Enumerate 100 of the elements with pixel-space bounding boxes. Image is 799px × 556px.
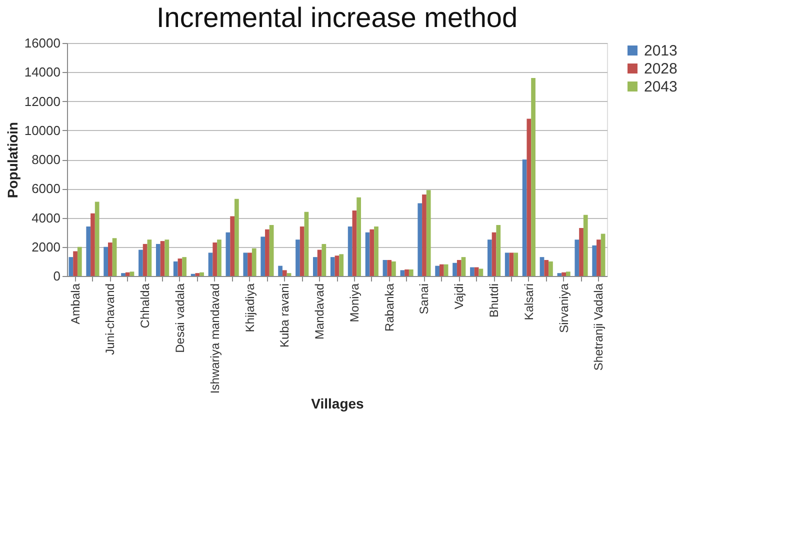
bar bbox=[548, 261, 553, 276]
bar bbox=[94, 202, 100, 276]
bar bbox=[440, 264, 444, 276]
bar bbox=[300, 226, 304, 276]
bar bbox=[365, 232, 370, 276]
y-tick-label: 2000 bbox=[32, 239, 60, 254]
bar bbox=[77, 246, 82, 276]
y-tick-label: 14000 bbox=[24, 64, 60, 80]
x-tick-label: Vajdi bbox=[452, 284, 466, 310]
bar bbox=[522, 160, 527, 276]
bar bbox=[156, 244, 160, 276]
bar bbox=[68, 257, 74, 276]
bar bbox=[217, 240, 222, 276]
bar bbox=[356, 197, 361, 276]
x-tick-label: Shetranji Vadala bbox=[592, 283, 606, 371]
bar bbox=[374, 226, 378, 276]
bar bbox=[160, 241, 165, 276]
bar bbox=[435, 266, 440, 276]
bar bbox=[234, 198, 239, 276]
bar bbox=[130, 272, 134, 276]
bar bbox=[583, 214, 588, 276]
bar bbox=[596, 240, 601, 276]
bar bbox=[313, 257, 318, 276]
bar bbox=[142, 244, 148, 276]
bar bbox=[125, 272, 130, 276]
x-tick-label: Kalsari bbox=[522, 284, 536, 320]
y-tick-label: 0 bbox=[53, 268, 60, 284]
bar bbox=[334, 256, 340, 276]
bar bbox=[339, 254, 344, 276]
bar bbox=[600, 234, 606, 276]
bar bbox=[444, 264, 448, 276]
legend-label: 2028 bbox=[644, 60, 678, 78]
x-tick-label: Moniya bbox=[347, 283, 362, 322]
bar bbox=[73, 251, 78, 276]
bar bbox=[348, 226, 352, 276]
x-tick-label: Sirvaniya bbox=[556, 283, 571, 333]
bar bbox=[104, 246, 108, 276]
bar bbox=[426, 190, 431, 276]
bar bbox=[504, 252, 510, 276]
bar bbox=[182, 257, 187, 276]
x-tick-label: Kuba ravani bbox=[278, 284, 292, 348]
bar bbox=[173, 261, 178, 276]
bar bbox=[387, 260, 392, 276]
bar bbox=[164, 240, 170, 276]
bar bbox=[574, 240, 580, 276]
y-tick-label: 12000 bbox=[24, 94, 60, 109]
y-tick-label: 16000 bbox=[24, 36, 60, 50]
bar bbox=[147, 240, 152, 276]
bar bbox=[492, 232, 496, 276]
bar bbox=[317, 250, 322, 276]
bar bbox=[138, 250, 143, 276]
bar bbox=[178, 258, 182, 276]
bar bbox=[296, 240, 300, 276]
bar bbox=[208, 252, 213, 276]
bar bbox=[592, 245, 597, 276]
bar bbox=[579, 228, 584, 276]
x-tick-label: Chhalda bbox=[138, 283, 152, 328]
bar bbox=[418, 203, 422, 276]
bar bbox=[540, 257, 544, 276]
y-tick-label: 10000 bbox=[24, 122, 60, 138]
bar bbox=[404, 269, 409, 276]
x-tick-label: Juni-chavand bbox=[103, 284, 118, 355]
y-tick-label: 4000 bbox=[32, 210, 60, 226]
bar bbox=[470, 267, 474, 276]
y-tick-label: 8000 bbox=[32, 152, 60, 167]
bar bbox=[212, 242, 218, 276]
bar bbox=[195, 273, 200, 276]
bar bbox=[478, 268, 484, 276]
bar bbox=[304, 212, 309, 276]
bar bbox=[121, 273, 126, 276]
bar bbox=[90, 213, 95, 276]
bar bbox=[487, 240, 492, 276]
bar bbox=[352, 210, 357, 276]
bar bbox=[252, 248, 256, 276]
bar bbox=[112, 238, 117, 276]
bar bbox=[200, 272, 204, 276]
x-tick-label: Khijadiya bbox=[242, 283, 257, 332]
bar bbox=[243, 252, 248, 276]
bar bbox=[286, 273, 292, 276]
bar bbox=[248, 252, 252, 276]
x-tick-label: Desai vadala bbox=[172, 283, 187, 353]
bar bbox=[382, 260, 388, 276]
bar bbox=[514, 252, 518, 276]
bar bbox=[260, 236, 266, 276]
bar bbox=[278, 266, 282, 276]
x-tick-label: Rabanka bbox=[382, 283, 396, 332]
bar bbox=[400, 270, 405, 276]
x-tick-label: Sanai bbox=[417, 284, 432, 314]
bar bbox=[108, 242, 112, 276]
x-tick-label: Ambala bbox=[68, 283, 82, 324]
bar bbox=[531, 78, 536, 276]
bar bbox=[265, 229, 270, 276]
bar bbox=[452, 262, 457, 276]
legend-label: 2013 bbox=[644, 42, 678, 60]
bar bbox=[526, 118, 532, 276]
bar bbox=[544, 260, 549, 276]
bar bbox=[474, 267, 479, 276]
bar bbox=[566, 272, 570, 276]
x-axis-title: Villages bbox=[311, 396, 364, 412]
bar bbox=[422, 194, 426, 276]
